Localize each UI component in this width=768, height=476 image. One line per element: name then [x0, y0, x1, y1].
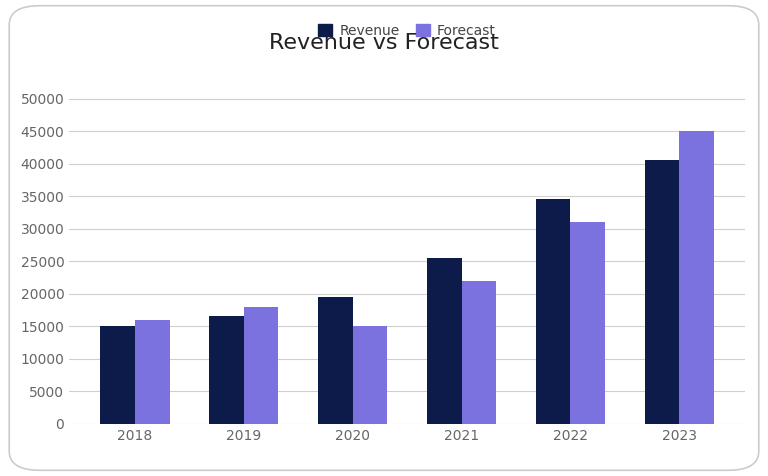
Bar — [318, 297, 353, 424]
Bar — [571, 222, 605, 424]
Bar — [134, 320, 170, 424]
Bar — [427, 258, 462, 424]
Bar — [644, 160, 680, 424]
Bar — [462, 281, 496, 424]
Bar — [535, 199, 571, 424]
Bar — [100, 326, 134, 424]
Bar — [680, 131, 714, 424]
Legend: Revenue, Forecast: Revenue, Forecast — [313, 18, 502, 43]
Bar — [243, 307, 279, 424]
Bar — [209, 317, 243, 424]
Text: Revenue vs Forecast: Revenue vs Forecast — [269, 33, 499, 53]
Bar — [353, 326, 387, 424]
